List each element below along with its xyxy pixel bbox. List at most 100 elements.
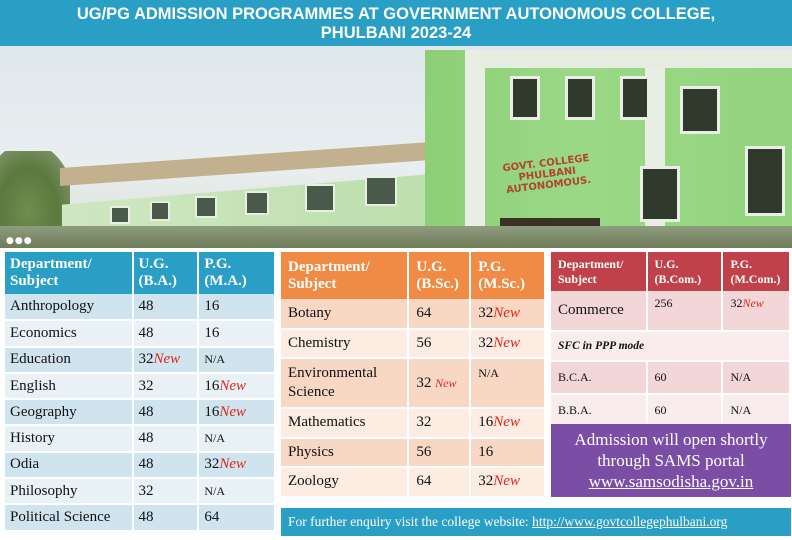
pg-value: 16: [204, 298, 220, 315]
ug-seats: 32New: [132, 346, 200, 374]
table-header-row: Department/ Subject U.G. (B.A.) P.G. (M.…: [5, 252, 276, 294]
new-badge: New: [153, 351, 181, 368]
ug-value: 48: [138, 403, 154, 420]
subject-cell: Commerce: [551, 291, 648, 332]
ug-value: 48: [138, 430, 154, 447]
carousel-dots-icon: ●●●: [6, 236, 33, 246]
pg-seats: 16New: [470, 408, 546, 439]
window: [365, 176, 397, 206]
pg-value: N/A: [478, 366, 499, 380]
column-header: U.G. (B.A.): [132, 252, 200, 294]
sfc-label: SFC in PPP mode: [551, 331, 791, 362]
new-badge: New: [493, 334, 520, 351]
subject-cell: Economics: [5, 320, 134, 348]
ug-seats: 32: [408, 408, 472, 439]
table-row: Zoology 64 32New: [281, 467, 546, 498]
enquiry-text: For further enquiry visit the college we…: [288, 514, 533, 529]
ug-seats: 48: [132, 320, 200, 348]
table-row: Geography 48 16New: [5, 399, 276, 427]
subject-cell: B.C.A.: [551, 361, 648, 395]
admission-line-2: through SAMS portal: [597, 451, 745, 470]
column-header: Department/ Subject: [281, 252, 410, 299]
title-line-2: PHULBANI 2023-24: [320, 24, 472, 42]
pg-seats: 32New: [470, 467, 546, 498]
new-badge: New: [493, 473, 520, 490]
table-row: Commerce 256 32New: [551, 291, 791, 332]
college-website-link[interactable]: http://www.govtcollegephulbani.org: [532, 514, 728, 529]
table-row: Botany 64 32New: [281, 299, 546, 330]
window: [680, 86, 720, 134]
page-title-banner: UG/PG ADMISSION PROGRAMMES AT GOVERNMENT…: [0, 0, 792, 46]
college-building-photo: GOVT. COLLEGE PHULBANI AUTONOMOUS. ●●●: [0, 46, 792, 248]
ug-seats: 64: [408, 299, 472, 330]
subject-cell: Odia: [5, 451, 134, 480]
pg-seats: 32New: [470, 299, 546, 330]
ug-seats: 48: [132, 425, 200, 453]
subject-cell: Political Science: [5, 504, 134, 532]
pg-value: 16: [204, 324, 220, 341]
pg-value: 32: [478, 334, 494, 351]
column-header: P.G. (M.Com.): [722, 252, 791, 291]
pg-value: 32: [730, 296, 743, 310]
subject-cell: English: [5, 372, 134, 401]
table-header-row: Department/ Subject U.G. (B.Sc.) P.G. (M…: [281, 252, 546, 299]
ug-value: 56: [416, 443, 432, 460]
subject-cell: Chemistry: [281, 328, 410, 359]
table-row: Chemistry 56 32New: [281, 328, 546, 359]
table-row: B.C.A. 60 N/A: [551, 361, 791, 395]
ug-value: 32: [138, 377, 154, 394]
pg-seats: N/A: [470, 358, 546, 409]
table-row: Mathematics 32 16New: [281, 408, 546, 439]
new-badge: New: [493, 304, 520, 321]
subject-cell: Education: [5, 346, 134, 374]
ground: [0, 226, 792, 248]
science-admission-table: Department/ Subject U.G. (B.Sc.) P.G. (M…: [281, 252, 546, 498]
ug-value: 48: [138, 456, 154, 473]
window: [620, 76, 650, 120]
window: [245, 191, 269, 215]
pg-value: 16: [204, 403, 220, 420]
new-badge: New: [219, 456, 246, 473]
table-row: English 32 16New: [5, 372, 276, 401]
ug-seats: 48: [132, 451, 200, 480]
subject-cell: Anthropology: [5, 294, 134, 322]
pg-seats: 32New: [722, 291, 791, 332]
ug-seats: 60: [646, 361, 724, 395]
column-header: Department/ Subject: [5, 252, 134, 294]
ug-seats: 32: [132, 478, 200, 506]
pg-value: 32: [478, 473, 494, 490]
table-row: Environmental Science 32 New N/A: [281, 358, 546, 409]
pg-seats: 32New: [198, 451, 276, 480]
ug-seats: 56: [408, 328, 472, 359]
ug-value: 64: [416, 304, 432, 321]
main-building: [425, 50, 792, 248]
title-line-1: UG/PG ADMISSION PROGRAMMES AT GOVERNMENT…: [76, 5, 716, 23]
pg-seats: 16New: [198, 372, 276, 401]
window: [195, 196, 217, 218]
pg-value: N/A: [204, 352, 225, 367]
table-row: Education 32New N/A: [5, 346, 276, 374]
window: [305, 184, 335, 212]
ug-value: 48: [138, 298, 154, 315]
pg-seats: 16: [198, 294, 276, 322]
ug-value: 64: [416, 473, 432, 490]
sams-portal-link[interactable]: www.samsodisha.gov.in: [588, 472, 754, 491]
ug-seats: 48: [132, 399, 200, 427]
pg-seats: N/A: [722, 394, 791, 428]
ug-seats: 32 New: [408, 358, 472, 409]
table-row: Anthropology 48 16: [5, 294, 276, 322]
table-row: Odia 48 32New: [5, 451, 276, 480]
ug-value: 32: [416, 414, 432, 431]
table-row: Physics 56 16: [281, 437, 546, 468]
column-header: P.G. (M.A.): [198, 252, 276, 294]
pg-value: 64: [204, 509, 220, 526]
subject-cell: B.B.A.: [551, 394, 648, 428]
pg-seats: N/A: [722, 361, 791, 395]
ug-seats: 256: [646, 291, 724, 332]
ug-seats: 48: [132, 504, 200, 532]
table-row: History 48 N/A: [5, 425, 276, 453]
ug-value: 32: [138, 482, 154, 499]
ug-value: 32: [416, 374, 436, 391]
ug-value: 48: [138, 509, 154, 526]
ug-value: 56: [416, 334, 432, 351]
